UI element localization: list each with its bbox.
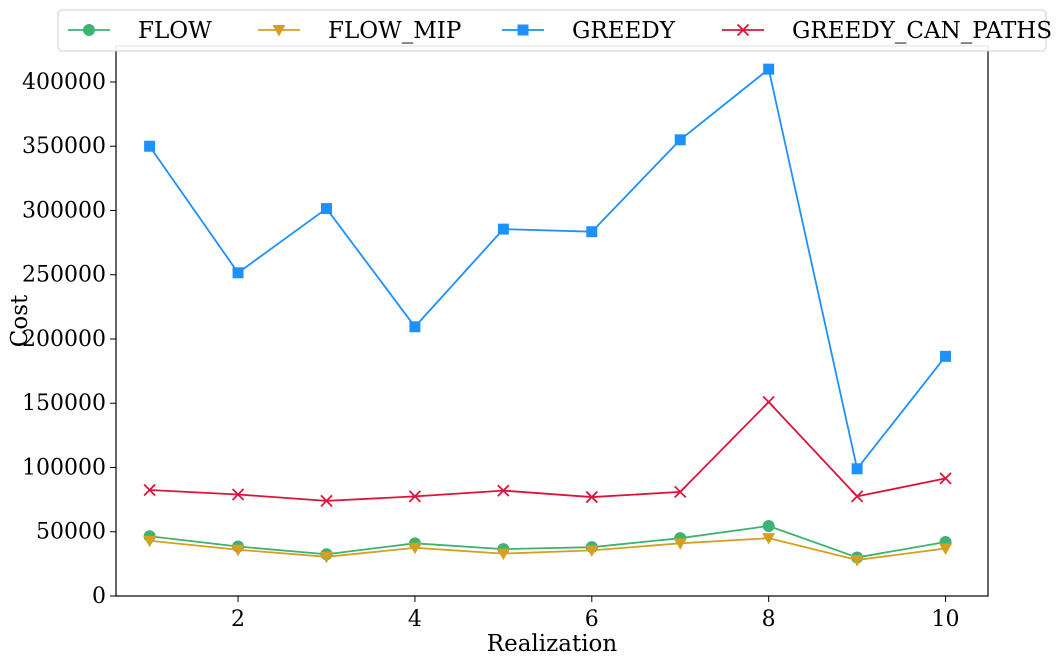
- legend-label: GREEDY_CAN_PATHS: [792, 18, 1052, 44]
- data-point-flow-mip: [585, 545, 599, 557]
- series-line-greedy: [148, 68, 947, 470]
- y-tick-label: 400000: [22, 70, 106, 95]
- data-point-greedy: [144, 140, 156, 152]
- y-tick-label: 300000: [22, 198, 106, 223]
- data-point-greedy: [763, 63, 775, 75]
- x-tick-label: 10: [932, 607, 960, 632]
- x-tick-label: 8: [762, 607, 776, 632]
- data-point-flow-mip: [850, 555, 864, 567]
- legend-item-flow: FLOW: [68, 18, 212, 44]
- data-point-greedy: [409, 321, 421, 333]
- data-point-greedy-can-paths: [143, 483, 156, 497]
- data-point-flow-mip: [762, 533, 776, 545]
- y-tick-label: 100000: [22, 455, 106, 480]
- legend-item-flow-mip: FLOW_MIP: [258, 18, 461, 44]
- data-point-greedy-can-paths: [231, 488, 245, 501]
- legend-item-greedy: GREEDY: [502, 18, 676, 44]
- data-point-flow-mip: [496, 548, 510, 561]
- series-flow-mip: [143, 533, 953, 567]
- y-tick-label: 250000: [22, 263, 106, 288]
- series-greedy: [144, 63, 952, 475]
- y-tick-label: 200000: [22, 327, 106, 352]
- series-greedy-can-paths: [143, 395, 952, 508]
- data-point-greedy-can-paths: [939, 472, 952, 485]
- legend-marker: [272, 25, 286, 37]
- data-point-greedy: [497, 223, 509, 235]
- data-point-greedy: [586, 226, 598, 238]
- data-point-flow-mip: [319, 551, 333, 564]
- x-tick-label: 2: [231, 607, 245, 632]
- data-point-flow-mip: [673, 538, 687, 550]
- legend: FLOW FLOW_MIP GREEDY GREEDY_CAN_PATHS: [57, 9, 1052, 52]
- legend-marker: [736, 23, 750, 37]
- series-flow: [143, 519, 952, 564]
- legend-marker: [83, 24, 95, 36]
- x-axis-label: Realization: [487, 631, 618, 657]
- data-point-greedy: [320, 203, 332, 215]
- data-point-greedy-can-paths: [497, 484, 510, 497]
- x-axis: 2 4 6 8 10: [231, 596, 960, 632]
- data-point-greedy-can-paths: [408, 490, 422, 503]
- data-point-greedy-can-paths: [762, 395, 775, 409]
- data-point-greedy-can-paths: [585, 490, 598, 504]
- x-tick-label: 4: [408, 607, 422, 632]
- data-point-greedy: [940, 350, 952, 362]
- legend-item-greedy-can-paths: GREEDY_CAN_PATHS: [722, 18, 1052, 44]
- data-point-greedy: [232, 267, 244, 279]
- data-point-greedy-can-paths: [320, 494, 333, 508]
- data-point-flow-mip: [408, 542, 422, 555]
- series-line-flow-mip: [149, 537, 946, 561]
- y-axis: 0 50000 100000 150000 200000 250000 300000 3500…: [22, 70, 116, 609]
- x-tick-label: 6: [585, 607, 599, 632]
- data-point-greedy-can-paths: [850, 490, 864, 503]
- legend-frame: [57, 9, 1047, 52]
- legend-marker: [517, 24, 529, 36]
- y-tick-label: 350000: [22, 134, 106, 159]
- legend-label: FLOW: [138, 18, 212, 44]
- data-point-flow-mip: [143, 535, 157, 548]
- plot-area: [143, 63, 953, 567]
- data-point-flow-mip: [231, 544, 245, 557]
- data-point-greedy-can-paths: [674, 485, 687, 499]
- data-point-greedy: [851, 463, 863, 475]
- data-point-flow-mip: [939, 543, 953, 555]
- series-line-greedy-can-paths: [149, 401, 946, 502]
- data-point-flow: [762, 519, 775, 532]
- series-line-flow: [149, 525, 946, 559]
- y-tick-label: 50000: [36, 520, 106, 545]
- data-point-greedy: [674, 134, 686, 146]
- legend-label: GREEDY: [572, 18, 676, 44]
- legend-label: FLOW_MIP: [328, 18, 461, 44]
- y-tick-label: 150000: [22, 391, 106, 416]
- plot-frame: [115, 45, 989, 597]
- y-axis-label: Cost: [7, 294, 33, 347]
- y-tick-label: 0: [92, 584, 106, 609]
